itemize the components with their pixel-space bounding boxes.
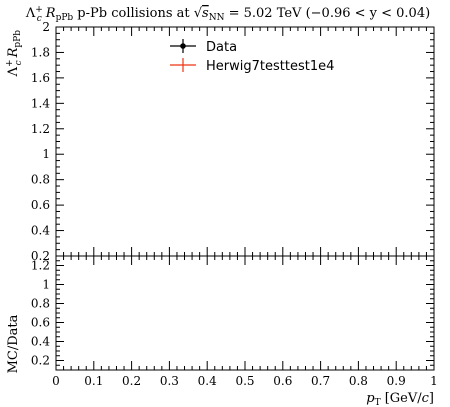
x-tick-label: 0.2 <box>122 374 141 388</box>
legend-entry-herwig: Herwig7testtest1e4 <box>170 58 334 74</box>
main-y-tick-label: 1 <box>42 147 50 161</box>
main-y-tick-label: 0.6 <box>31 198 50 212</box>
title-mid: p-Pb collisions at <box>73 6 194 21</box>
main-y-tick-label: 1.4 <box>31 96 50 110</box>
title-sqrt-s: s <box>202 6 209 21</box>
main-y-tick-label: 0.4 <box>31 224 50 238</box>
main-y-tick-label: 1.8 <box>31 45 50 59</box>
title-lambda: Λ <box>25 6 36 21</box>
main-y-tick-label: 1.2 <box>31 122 50 136</box>
x-tick-label: 0 <box>52 374 60 388</box>
x-tick-label: 0.4 <box>198 374 217 388</box>
legend: Data Herwig7testtest1e4 <box>170 39 334 74</box>
main-y-ticks: 0.2 0.4 0.6 0.8 1 1.2 1.4 1.6 1.8 2 <box>31 20 434 263</box>
title-r: R <box>45 6 56 21</box>
x-tick-label: 0.1 <box>84 374 103 388</box>
x-tick-label: 0.3 <box>160 374 179 388</box>
main-y-tick-label: 0.2 <box>31 249 50 263</box>
main-y-tick-label: 0.8 <box>31 173 50 187</box>
main-y-label: Λ+cRpPb <box>5 30 24 78</box>
title-lambda-sup: + <box>35 5 43 15</box>
ratio-x-ticks: 0 0.1 0.2 0.3 0.4 0.5 0.6 0.7 0.8 0.9 1 <box>52 256 438 388</box>
legend-entry-data: Data <box>170 39 237 55</box>
ratio-y-tick-label: 1 <box>42 278 50 292</box>
ratio-y-label: MC/Data <box>6 314 21 373</box>
ratio-y-tick-label: 1.2 <box>31 259 50 273</box>
main-x-ticks <box>55 27 435 256</box>
x-tick-label: 0.6 <box>273 374 292 388</box>
main-y-tick-label: 2 <box>42 20 50 34</box>
ratio-y-tick-label: 0.2 <box>31 354 50 368</box>
ratio-y-tick-label: 0.4 <box>31 335 50 349</box>
ratio-y-tick-label: 0.8 <box>31 297 50 311</box>
title-r-sub: pPb <box>56 13 74 23</box>
title-sqrt: √ <box>194 6 203 21</box>
x-tick-label: 0.9 <box>387 374 406 388</box>
legend-data-label: Data <box>206 40 237 55</box>
main-y-tick-label: 1.6 <box>31 71 50 85</box>
x-tick-label: 0.7 <box>311 374 330 388</box>
ratio-y-tick-label: 0.6 <box>31 316 50 330</box>
x-tick-label: 0.5 <box>235 374 254 388</box>
chart-title: Λ+ c RpPb p-Pb collisions at √sNN = 5.02 T… <box>25 5 430 24</box>
legend-data-marker <box>180 43 186 49</box>
title-lambda-sub: c <box>37 14 42 24</box>
legend-herwig-label: Herwig7testtest1e4 <box>206 59 334 74</box>
title-sqrt-sub: NN <box>209 13 225 23</box>
ratio-plot-frame <box>55 255 435 371</box>
title-tail: = 5.02 TeV (−0.96 < y < 0.04) <box>224 6 430 21</box>
x-tick-label: 0.8 <box>349 374 368 388</box>
ratio-y-ticks: 0.2 0.4 0.6 0.8 1 1.2 <box>31 259 434 368</box>
x-axis-label: pT [GeV/c] <box>366 391 434 407</box>
x-tick-label: 1 <box>430 374 438 388</box>
